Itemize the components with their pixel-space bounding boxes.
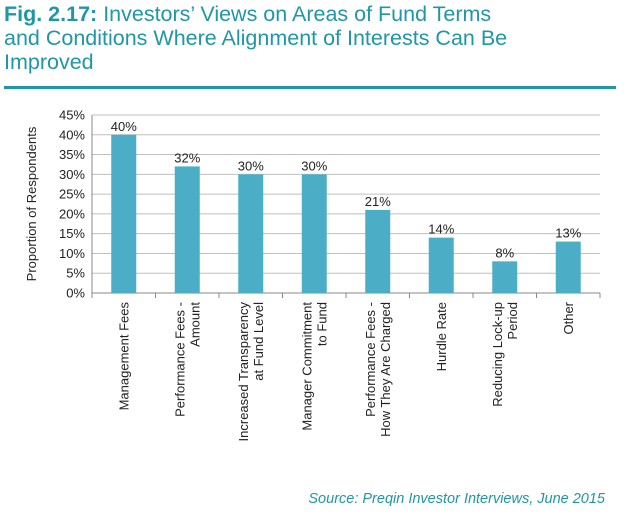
y-tick-label: 25% xyxy=(59,187,85,202)
figure-number: Fig. 2.17: xyxy=(4,2,98,26)
category-label-line: Hurdle Rate xyxy=(434,302,449,371)
title-divider xyxy=(4,86,616,89)
y-tick-label: 20% xyxy=(59,206,85,221)
y-tick-label: 35% xyxy=(59,147,85,162)
bar-4 xyxy=(301,174,327,293)
data-label: 13% xyxy=(555,226,581,241)
data-label: 30% xyxy=(238,158,264,173)
y-tick-label: 40% xyxy=(59,127,85,142)
title-line-3: Improved xyxy=(4,50,94,74)
data-label: 30% xyxy=(301,158,327,173)
category-label-line: Performance Fees - xyxy=(172,302,187,417)
category-label-line: Increased Transparency xyxy=(236,302,251,442)
y-axis-label: Proportion of Respondents xyxy=(24,126,39,281)
category-label-line: Reducing Lock-up xyxy=(490,302,505,407)
category-label-line: How They Are Charged xyxy=(378,302,393,437)
y-tick-label: 10% xyxy=(59,246,85,261)
category-label: Reducing Lock-upPeriod xyxy=(490,302,520,407)
category-label: Performance Fees -Amount xyxy=(172,302,202,417)
title-line-2: and Conditions Where Alignment of Intere… xyxy=(4,26,508,50)
category-label-line: Other xyxy=(561,301,576,334)
bar-2 xyxy=(174,166,200,293)
category-label: Manager Commitmentto Fund xyxy=(299,302,329,431)
data-label: 32% xyxy=(174,150,200,165)
category-label: Performance Fees -How They Are Charged xyxy=(363,302,393,437)
bar-8 xyxy=(555,241,581,293)
title-line-1: Investors’ Views on Areas of Fund Terms xyxy=(103,2,492,26)
bar-6 xyxy=(428,237,454,293)
category-label-line: Period xyxy=(505,302,520,340)
category-label-line: Performance Fees - xyxy=(363,302,378,417)
bar-3 xyxy=(238,174,264,293)
category-label: Increased Transparencyat Fund Level xyxy=(236,302,266,442)
y-tick-label: 0% xyxy=(66,286,85,301)
y-tick-label: 30% xyxy=(59,167,85,182)
bar-5 xyxy=(365,209,391,293)
y-tick-label: 15% xyxy=(59,226,85,241)
category-label: Hurdle Rate xyxy=(434,302,449,371)
chart-title: Fig. 2.17: Investors’ Views on Areas of … xyxy=(4,2,614,74)
category-label-line: Management Fees xyxy=(116,302,131,411)
category-label: Management Fees xyxy=(116,302,131,411)
data-label: 8% xyxy=(495,245,514,260)
data-label: 14% xyxy=(428,222,454,237)
bar-7 xyxy=(492,261,518,293)
data-label: 21% xyxy=(365,194,391,209)
category-label-line: Amount xyxy=(187,302,202,347)
category-label-line: at Fund Level xyxy=(251,302,266,381)
y-tick-label: 45% xyxy=(59,108,85,123)
category-label-line: Manager Commitment xyxy=(299,302,314,431)
category-label-line: to Fund xyxy=(314,302,329,346)
category-label: Other xyxy=(561,301,576,334)
source-note: Source: Preqin Investor Interviews, June… xyxy=(308,491,605,507)
data-label: 40% xyxy=(111,119,137,134)
bar-1 xyxy=(111,134,137,293)
y-tick-label: 5% xyxy=(66,266,85,281)
